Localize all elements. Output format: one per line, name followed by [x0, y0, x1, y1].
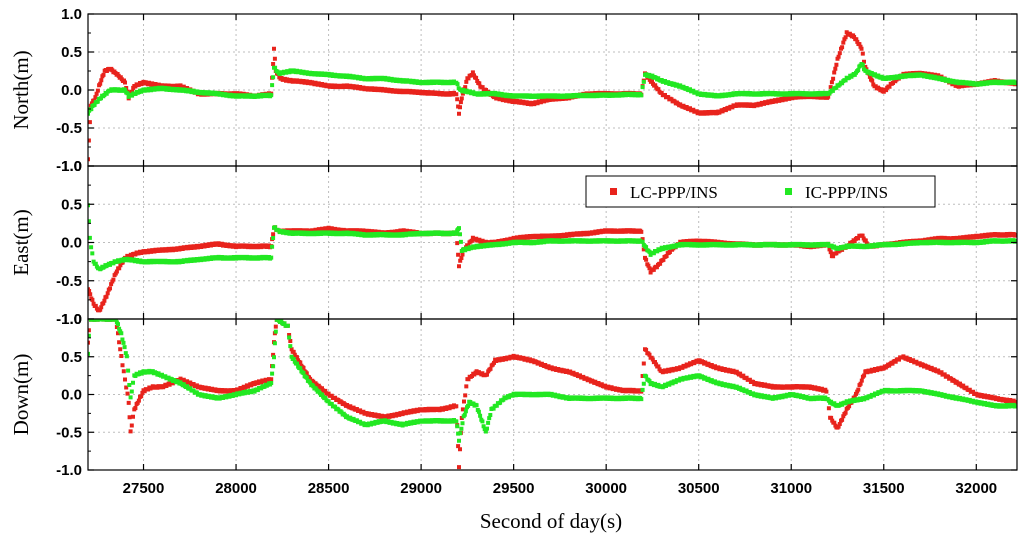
ytick-label-east-4: 1.0: [61, 158, 82, 175]
ytick-label-east-0: -1.0: [56, 311, 82, 328]
ytick-label-north-1: -0.5: [56, 120, 82, 137]
ytick-label-north-0: -1.0: [56, 158, 82, 175]
legend: LC-PPP/INS IC-PPP/INS: [585, 175, 936, 208]
panel-east: -1.0 -0.5 0.0 0.5 1.0 East(m): [9, 158, 1018, 328]
legend-swatch-ic: [785, 188, 792, 195]
panels-layer: -1.0 -0.5 0.0 0.5 1.0 North(m) -1.0 -0.5 0.0 0.5 1…: [9, 6, 1018, 497]
legend-box: [585, 175, 936, 208]
series-group-east: [88, 203, 1017, 313]
xtick-label-7: 31000: [770, 480, 812, 497]
y-axis-label-down: Down(m): [9, 354, 33, 436]
ytick-label-north-3: 0.5: [61, 44, 82, 61]
xtick-label-8: 31500: [863, 480, 905, 497]
y-axis-label-north: North(m): [9, 50, 33, 129]
ytick-label-down-2: 0.0: [61, 387, 82, 404]
xtick-label-3: 29000: [400, 480, 442, 497]
xtick-label-4: 29500: [493, 480, 535, 497]
ytick-label-east-1: -0.5: [56, 273, 82, 290]
xtick-label-1: 28000: [215, 480, 257, 497]
legend-swatch-lc: [610, 188, 617, 195]
xtick-label-0: 27500: [123, 480, 165, 497]
panel-north: -1.0 -0.5 0.0 0.5 1.0 North(m): [9, 6, 1018, 175]
x-axis-label: Second of day(s): [480, 509, 622, 533]
xtick-label-6: 30500: [678, 480, 720, 497]
x-tick-labels: 27500 28000 28500 29000 29500 30000 30500 31000…: [123, 480, 997, 497]
ytick-label-north-4: 1.0: [61, 6, 82, 23]
ytick-label-north-2: 0.0: [61, 82, 82, 99]
series-down-ic: [88, 319, 1017, 443]
series-group-down: [88, 319, 1017, 470]
series-north-ic: [88, 62, 1017, 116]
panel-down: -1.0 -0.5 0.0 0.5 1.0 Down(m): [9, 311, 1018, 479]
xtick-label-9: 32000: [955, 480, 997, 497]
y-axis-label-east: East(m): [9, 209, 33, 275]
legend-label-ic: IC-PPP/INS: [805, 183, 888, 202]
ytick-label-east-2: 0.0: [61, 235, 82, 252]
xtick-label-2: 28500: [308, 480, 350, 497]
ytick-label-down-3: 0.5: [61, 349, 82, 366]
ytick-label-down-4: 1.0: [61, 311, 82, 328]
series-east-ic: [88, 203, 1017, 272]
ytick-label-down-0: -1.0: [56, 462, 82, 479]
xtick-label-5: 30000: [585, 480, 627, 497]
series-group-north: [88, 30, 1017, 162]
ytick-label-east-3: 0.5: [61, 196, 82, 213]
ytick-label-down-1: -0.5: [56, 424, 82, 441]
legend-label-lc: LC-PPP/INS: [630, 183, 718, 202]
